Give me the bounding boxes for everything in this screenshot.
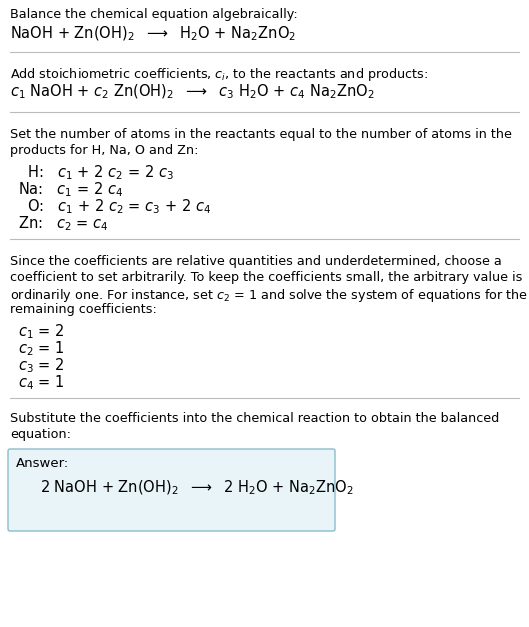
Text: ordinarily one. For instance, set $c_2$ = 1 and solve the system of equations fo: ordinarily one. For instance, set $c_2$ … xyxy=(10,287,528,304)
Text: Zn:   $c_2$ = $c_4$: Zn: $c_2$ = $c_4$ xyxy=(18,214,108,233)
Text: Set the number of atoms in the reactants equal to the number of atoms in the: Set the number of atoms in the reactants… xyxy=(10,128,512,141)
Text: Substitute the coefficients into the chemical reaction to obtain the balanced: Substitute the coefficients into the che… xyxy=(10,412,499,425)
Text: H:   $c_1$ + 2 $c_2$ = 2 $c_3$: H: $c_1$ + 2 $c_2$ = 2 $c_3$ xyxy=(18,163,174,182)
Text: Add stoichiometric coefficients, $c_i$, to the reactants and products:: Add stoichiometric coefficients, $c_i$, … xyxy=(10,66,428,83)
Text: 2 NaOH + Zn(OH)$_2$  $\longrightarrow$  2 H$_2$O + Na$_2$ZnO$_2$: 2 NaOH + Zn(OH)$_2$ $\longrightarrow$ 2 … xyxy=(40,479,354,497)
Text: coefficient to set arbitrarily. To keep the coefficients small, the arbitrary va: coefficient to set arbitrarily. To keep … xyxy=(10,271,522,284)
Text: equation:: equation: xyxy=(10,428,71,441)
Text: $c_1$ NaOH + $c_2$ Zn(OH)$_2$  $\longrightarrow$  $c_3$ H$_2$O + $c_4$ Na$_2$ZnO: $c_1$ NaOH + $c_2$ Zn(OH)$_2$ $\longrigh… xyxy=(10,83,375,102)
Text: $c_3$ = 2: $c_3$ = 2 xyxy=(18,356,65,375)
Text: Since the coefficients are relative quantities and underdetermined, choose a: Since the coefficients are relative quan… xyxy=(10,255,501,268)
Text: Balance the chemical equation algebraically:: Balance the chemical equation algebraica… xyxy=(10,8,298,21)
Text: NaOH + Zn(OH)$_2$  $\longrightarrow$  H$_2$O + Na$_2$ZnO$_2$: NaOH + Zn(OH)$_2$ $\longrightarrow$ H$_2… xyxy=(10,25,296,43)
Text: remaining coefficients:: remaining coefficients: xyxy=(10,303,157,316)
Text: O:   $c_1$ + 2 $c_2$ = $c_3$ + 2 $c_4$: O: $c_1$ + 2 $c_2$ = $c_3$ + 2 $c_4$ xyxy=(18,197,211,216)
Text: $c_1$ = 2: $c_1$ = 2 xyxy=(18,322,65,340)
Text: $c_2$ = 1: $c_2$ = 1 xyxy=(18,339,65,357)
Text: Na:   $c_1$ = 2 $c_4$: Na: $c_1$ = 2 $c_4$ xyxy=(18,180,123,199)
Text: Answer:: Answer: xyxy=(16,457,69,470)
FancyBboxPatch shape xyxy=(8,449,335,531)
Text: $c_4$ = 1: $c_4$ = 1 xyxy=(18,373,65,392)
Text: products for H, Na, O and Zn:: products for H, Na, O and Zn: xyxy=(10,144,198,157)
